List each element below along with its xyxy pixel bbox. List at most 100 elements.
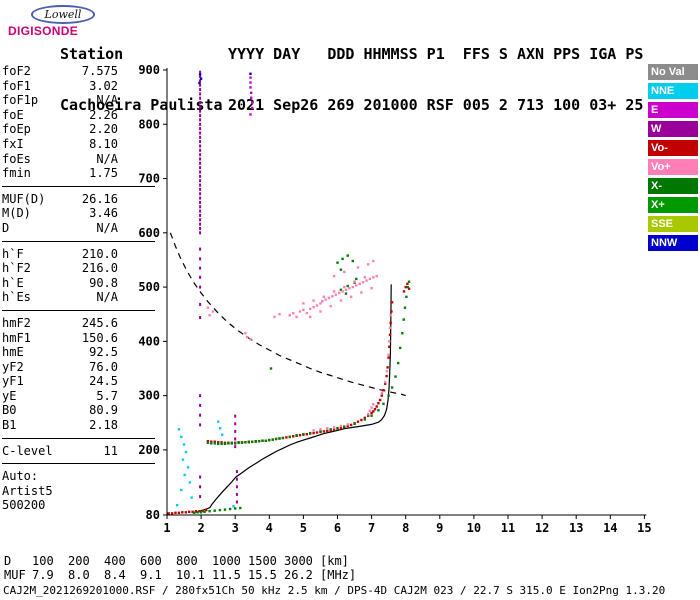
row-value: 11.5	[212, 568, 241, 582]
legend-item-w: W	[648, 121, 698, 137]
row-value: 7.9	[32, 568, 54, 582]
parameter-value: 11	[103, 443, 118, 458]
parameter-value: 90.8	[89, 275, 118, 290]
parameter-label: foE	[2, 107, 24, 122]
legend: No Val NNE E W Vo- Vo+ X- X+ SSE NNW	[648, 64, 698, 254]
row-unit: [MHz]	[320, 568, 357, 582]
parameter-row: foF1 3.02	[2, 79, 155, 94]
x-tick-label: 11	[501, 521, 515, 535]
legend-item-x-: X-	[648, 178, 698, 194]
legend-item-e: E	[648, 102, 698, 118]
x-tick-label: 1	[163, 521, 170, 535]
x-tick-label: 4	[266, 521, 273, 535]
parameter-label: yE	[2, 388, 17, 403]
legend-item-no-val: No Val	[648, 64, 698, 80]
echo-series-nne-scatter	[176, 420, 235, 508]
muf-row: MUF 7.9 8.0 8.4 9.1 10.1 11.5 15.5 26.2 [MHz]	[4, 568, 356, 582]
row-value: 1000	[212, 554, 241, 568]
row-value: 200	[68, 554, 90, 568]
digisonde-logo: Lowell DIGISONDE	[8, 3, 118, 38]
parameter-label: 500200	[2, 498, 46, 513]
parameter-value: 76.0	[89, 359, 118, 374]
parameter-row: yF2 76.0	[2, 360, 155, 375]
x-tick-label: 14	[603, 521, 617, 535]
parameter-row: C-level 11	[2, 444, 155, 459]
parameter-value: 92.5	[89, 345, 118, 360]
x-tick-label: 12	[535, 521, 549, 535]
parameter-value: 7.575	[81, 64, 118, 78]
station-name: Cachoeira Paulista	[60, 96, 223, 114]
echo-series-e-interference	[249, 76, 254, 116]
x-tick-label: 7	[368, 521, 375, 535]
row-value: 100	[32, 554, 54, 568]
x-tick-label: 3	[232, 521, 239, 535]
row-value: 8.4	[104, 568, 126, 582]
parameter-value: 5.7	[96, 388, 118, 403]
parameter-group: h`F 210.0 h`F2 216.0 h`E 90.8 h`Es N/A	[2, 247, 155, 311]
parameter-group: hmF2 245.6 hmF1 150.6 hmE 92.5 yF2 76.0 yF1 24.5 y…	[2, 316, 155, 439]
y-tick-label: 80	[146, 508, 160, 522]
legend-item-x-: X+	[648, 197, 698, 213]
x-tick-label: 5	[300, 521, 307, 535]
parameter-label: hmF2	[2, 315, 31, 330]
parameter-row: M(D) 3.46	[2, 206, 155, 221]
parameter-label: foEs	[2, 151, 31, 166]
parameter-label: foF2	[2, 64, 31, 78]
row-value: 8.0	[68, 568, 90, 582]
parameter-label: MUF(D)	[2, 191, 46, 206]
station-block: Station Cachoeira Paulista	[60, 12, 223, 148]
echo-series-nnw-scatter	[198, 72, 252, 85]
y-tick-label: 800	[138, 117, 160, 131]
parameter-label: yF1	[2, 374, 24, 389]
parameter-value: 8.10	[89, 136, 118, 151]
parameter-label: hmF1	[2, 330, 31, 345]
parameter-group: C-level 11	[2, 444, 155, 465]
parameter-label: fxI	[2, 136, 24, 151]
parameter-group: foF2 7.575 foF1 3.02 foF1p N/A foE 2.26 foEp 2.20…	[2, 64, 155, 187]
ionogram-plot: 1 2 3 4 5 6 7 8 9 10 11 12 13 14 159008007006005004003…	[138, 63, 651, 535]
echo-series-o-trace-vo	[167, 282, 411, 515]
header-field-values: 2021 Sep26 269 201000 RSF 005 2 713 100 …	[228, 96, 644, 114]
parameter-label: h`Es	[2, 290, 31, 305]
parameter-value: 210.0	[81, 246, 118, 261]
digisonde-logo-text: DIGISONDE	[8, 24, 79, 38]
row-label: MUF	[4, 568, 26, 582]
parameter-row: h`E 90.8	[2, 276, 155, 291]
distance-muf-table: D 100 200 400 600 800 1000 1500 3000 [km] MUF 7.9 8…	[4, 554, 356, 582]
parameter-group: Auto: Artist5 500200	[2, 469, 155, 518]
parameter-value: 80.9	[89, 403, 118, 418]
parameter-row: foE 2.26	[2, 108, 155, 123]
y-tick-label: 600	[138, 226, 160, 240]
parameter-row: hmF1 150.6	[2, 331, 155, 346]
x-tick-label: 2	[197, 521, 204, 535]
parameter-row: foEp 2.20	[2, 122, 155, 137]
parameter-row: fxI 8.10	[2, 137, 155, 152]
row-value: 400	[104, 554, 126, 568]
parameter-label: M(D)	[2, 206, 31, 221]
legend-item-sse: SSE	[648, 216, 698, 232]
row-label: D	[4, 554, 12, 568]
parameter-value: N/A	[96, 220, 118, 235]
row-value: 9.1	[140, 568, 162, 582]
parameter-value: 245.6	[81, 315, 118, 330]
header-fields-block: YYYY DAY DDD HHMMSS P1 FFS S AXN PPS IGA…	[228, 12, 643, 148]
header-field-names: YYYY DAY DDD HHMMSS P1 FFS S AXN PPS IGA…	[228, 45, 644, 63]
parameter-label: B1	[2, 418, 17, 433]
y-tick-label: 900	[138, 63, 160, 77]
parameter-row: MUF(D) 26.16	[2, 192, 155, 207]
parameter-value: 2.26	[89, 107, 118, 122]
echo-series-vo-plus-spread	[206, 259, 392, 432]
parameter-label: fmin	[2, 166, 31, 181]
row-value: 600	[140, 554, 162, 568]
parameter-row: h`F 210.0	[2, 247, 155, 262]
parameter-row: h`F2 216.0	[2, 261, 155, 276]
parameter-row: foEs N/A	[2, 152, 155, 167]
row-value: 15.5	[248, 568, 277, 582]
parameter-value: 24.5	[89, 374, 118, 389]
echo-series-w-interference	[199, 70, 238, 504]
artist-true-height-profile	[192, 284, 392, 514]
y-tick-label: 200	[138, 443, 160, 457]
parameter-value: N/A	[96, 151, 118, 166]
parameter-label: yF2	[2, 359, 24, 374]
x-tick-label: 10	[467, 521, 481, 535]
